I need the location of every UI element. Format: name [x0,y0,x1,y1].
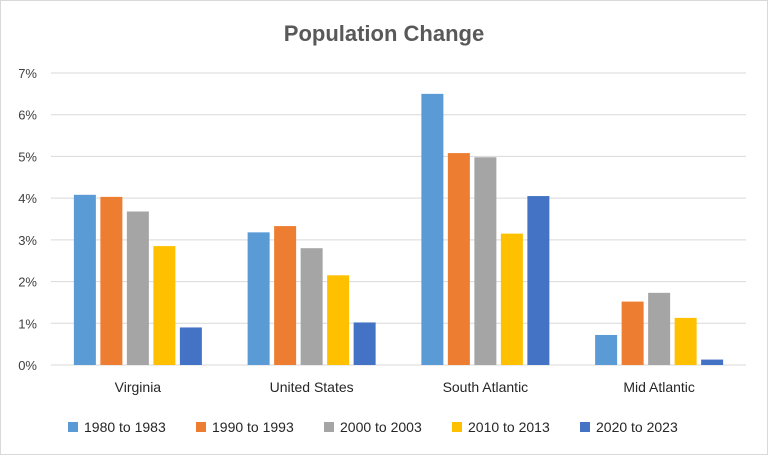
bar-south-atlantic-1980-to-1983 [421,93,444,365]
legend-label: 2010 to 2013 [468,419,550,435]
legend-label: 2000 to 2003 [340,419,422,435]
bar-virginia-2020-to-2023 [179,327,202,365]
legend: 1980 to 1983 1990 to 1993 2000 to 2003 2010… [68,419,678,435]
category-label: South Atlantic [443,379,529,395]
y-tick-label: 2% [18,275,37,290]
category-labels: Virginia United States South Atlantic Mid A… [115,379,695,395]
y-axis-ticks: 0% 1% 2% 3% 4% 5% 6% 7% [18,66,37,373]
category-label: Mid Atlantic [623,379,695,395]
y-tick-label: 6% [18,108,37,123]
category-label: Virginia [115,379,162,395]
category-label: United States [270,379,354,395]
bar-virginia-1980-to-1983 [73,194,96,365]
legend-swatch [580,422,590,432]
legend-swatch [452,422,462,432]
bar-south-atlantic-2000-to-2003 [474,157,497,365]
legend-swatch [196,422,206,432]
y-tick-label: 3% [18,233,37,248]
bar-united-states-2010-to-2013 [327,275,350,365]
y-tick-label: 1% [18,316,37,331]
y-tick-label: 7% [18,66,37,81]
legend-swatch [68,422,78,432]
bars [73,93,724,365]
legend-swatch [324,422,334,432]
y-tick-label: 4% [18,191,37,206]
bar-mid-atlantic-2020-to-2023 [701,359,724,365]
bar-south-atlantic-2010-to-2013 [500,233,523,365]
bar-mid-atlantic-2000-to-2003 [648,292,671,365]
bar-south-atlantic-2020-to-2023 [527,196,550,365]
legend-label: 1980 to 1983 [84,419,166,435]
bar-mid-atlantic-1990-to-1993 [621,301,644,365]
bar-united-states-2020-to-2023 [353,322,376,365]
bar-virginia-2000-to-2003 [126,211,149,365]
chart-title: Population Change [284,21,484,46]
bar-united-states-1980-to-1983 [247,232,270,365]
bar-mid-atlantic-2010-to-2013 [674,317,697,365]
bar-united-states-1990-to-1993 [274,226,297,365]
bar-south-atlantic-1990-to-1993 [447,153,470,365]
bar-united-states-2000-to-2003 [300,248,323,365]
y-tick-label: 5% [18,149,37,164]
legend-label: 1990 to 1993 [212,419,294,435]
bar-virginia-1990-to-1993 [100,196,123,365]
y-tick-label: 0% [18,358,37,373]
legend-label: 2020 to 2023 [596,419,678,435]
bar-virginia-2010-to-2013 [153,246,176,365]
bar-mid-atlantic-1980-to-1983 [595,334,618,365]
